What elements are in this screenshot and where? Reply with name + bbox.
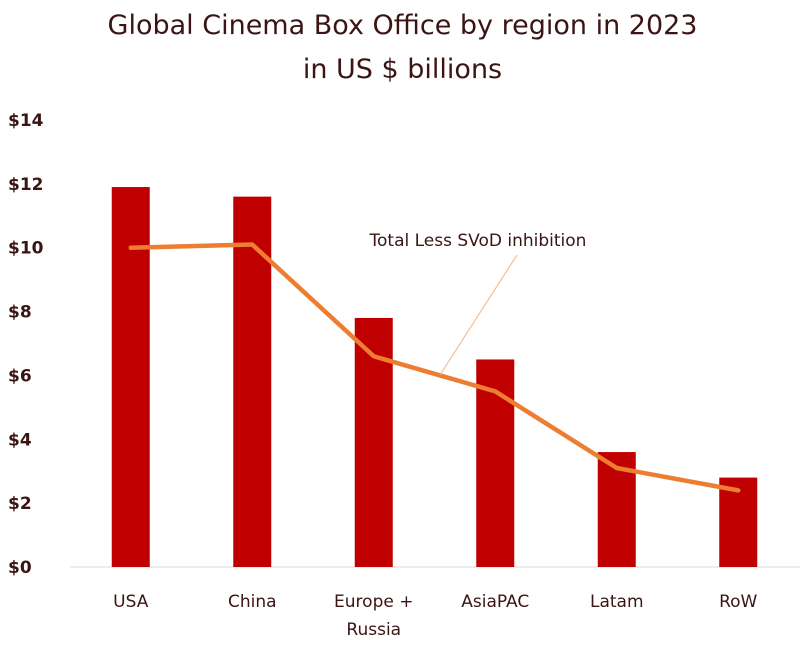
x-tick-label: China <box>228 592 277 612</box>
y-tick-label: $2 <box>8 494 32 514</box>
y-tick-label: $0 <box>8 558 32 578</box>
y-axis: $0 $2 $4 $6 $8 $10 $12 $14 <box>8 111 44 578</box>
x-tick-label: RoW <box>719 592 757 612</box>
y-tick-label: $14 <box>8 111 44 131</box>
line-series <box>128 242 741 493</box>
chart-subtitle: in US $ billions <box>302 54 503 85</box>
annotation-leader-line <box>439 254 518 376</box>
chart-title: Global Cinema Box Office by region in 20… <box>107 10 698 41</box>
y-tick-label: $8 <box>8 303 32 323</box>
line-total-less-svod <box>128 242 741 493</box>
x-axis: USA China Europe + Russia AsiaPAC Latam RoW <box>113 592 757 640</box>
x-tick-label: AsiaPAC <box>461 592 529 612</box>
line-annotation-label: Total Less SVoD inhibition <box>369 231 587 251</box>
x-tick-label: USA <box>113 592 149 612</box>
x-tick-label: Russia <box>346 620 401 640</box>
bar-asiapac <box>476 359 515 567</box>
x-tick-label: Latam <box>590 592 644 612</box>
y-tick-label: $12 <box>8 175 44 195</box>
y-tick-label: $4 <box>8 430 32 450</box>
bar-usa <box>111 187 150 568</box>
y-tick-label: $10 <box>8 239 44 259</box>
x-tick-label: Europe + <box>334 592 413 612</box>
bar-china <box>233 196 272 567</box>
y-tick-label: $6 <box>8 366 32 386</box>
bar-series <box>111 187 758 568</box>
